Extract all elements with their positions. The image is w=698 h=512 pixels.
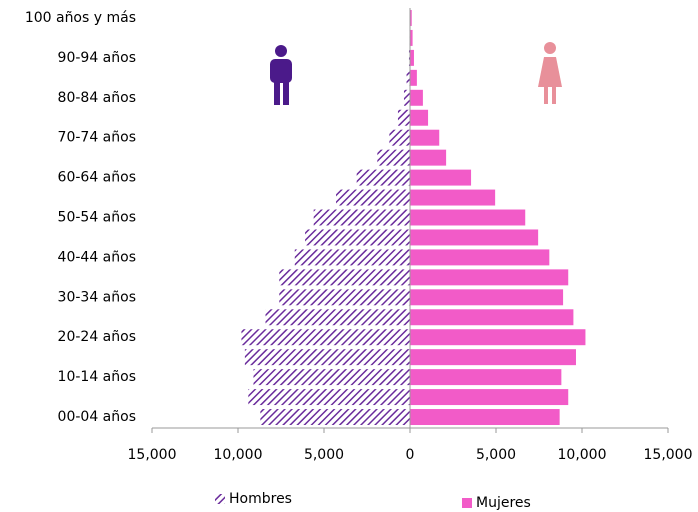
y-tick-label: 60-64 años — [58, 170, 136, 186]
legend-label: Hombres — [229, 491, 292, 507]
y-tick-label: 90-94 años — [58, 50, 136, 66]
female-icon — [538, 42, 562, 104]
legend-label: Mujeres — [476, 495, 531, 511]
bar — [410, 109, 429, 126]
bar — [410, 49, 414, 66]
male-icon — [270, 45, 292, 105]
bar — [356, 169, 410, 186]
bar — [305, 229, 410, 246]
x-tick-label: 15,000 — [128, 447, 177, 463]
bar — [410, 69, 417, 86]
y-tick-label: 40-44 años — [58, 249, 136, 265]
bar — [410, 329, 586, 346]
x-tick-label: 10,000 — [214, 447, 263, 463]
bar — [410, 149, 447, 166]
bar — [294, 249, 410, 266]
x-tick-label: 0 — [406, 447, 415, 463]
x-tick-label: 15,000 — [644, 447, 693, 463]
bar — [241, 329, 410, 346]
bar — [410, 29, 413, 46]
bar — [410, 269, 569, 286]
bar — [410, 129, 440, 146]
bar — [253, 369, 410, 386]
legend-marker — [215, 494, 225, 504]
y-tick-label: 80-84 años — [58, 90, 136, 106]
bar — [336, 189, 410, 206]
bar — [265, 309, 410, 326]
bar — [410, 409, 560, 426]
bar — [410, 9, 412, 26]
y-tick-label: 70-74 años — [58, 130, 136, 146]
y-tick-label: 10-14 años — [58, 369, 136, 385]
y-tick-label: 30-34 años — [58, 289, 136, 305]
bar — [410, 89, 423, 106]
bar — [410, 189, 496, 206]
bar — [279, 289, 410, 306]
bar — [406, 69, 410, 86]
bar — [410, 309, 574, 326]
x-tick-label: 10,000 — [558, 447, 607, 463]
bar — [248, 389, 410, 406]
bar — [403, 89, 410, 106]
bar — [408, 49, 410, 66]
bar — [410, 369, 562, 386]
y-tick-label: 50-54 años — [58, 210, 136, 226]
legend-marker — [462, 498, 472, 508]
bar — [397, 109, 410, 126]
x-tick-label: 5,000 — [304, 447, 344, 463]
x-tick-label: 5,000 — [476, 447, 516, 463]
bar — [377, 149, 410, 166]
bar — [389, 129, 410, 146]
bar — [279, 269, 410, 286]
bar — [410, 169, 472, 186]
bar — [410, 389, 569, 406]
y-tick-label: 100 años y más — [25, 10, 136, 26]
bar — [410, 289, 564, 306]
bar — [244, 349, 410, 366]
y-tick-label: 00-04 años — [58, 409, 136, 425]
bar — [410, 209, 526, 226]
bar — [410, 249, 550, 266]
bar — [313, 209, 410, 226]
y-tick-label: 20-24 años — [58, 329, 136, 345]
bar — [410, 229, 539, 246]
bar — [410, 349, 576, 366]
bar — [260, 409, 410, 426]
